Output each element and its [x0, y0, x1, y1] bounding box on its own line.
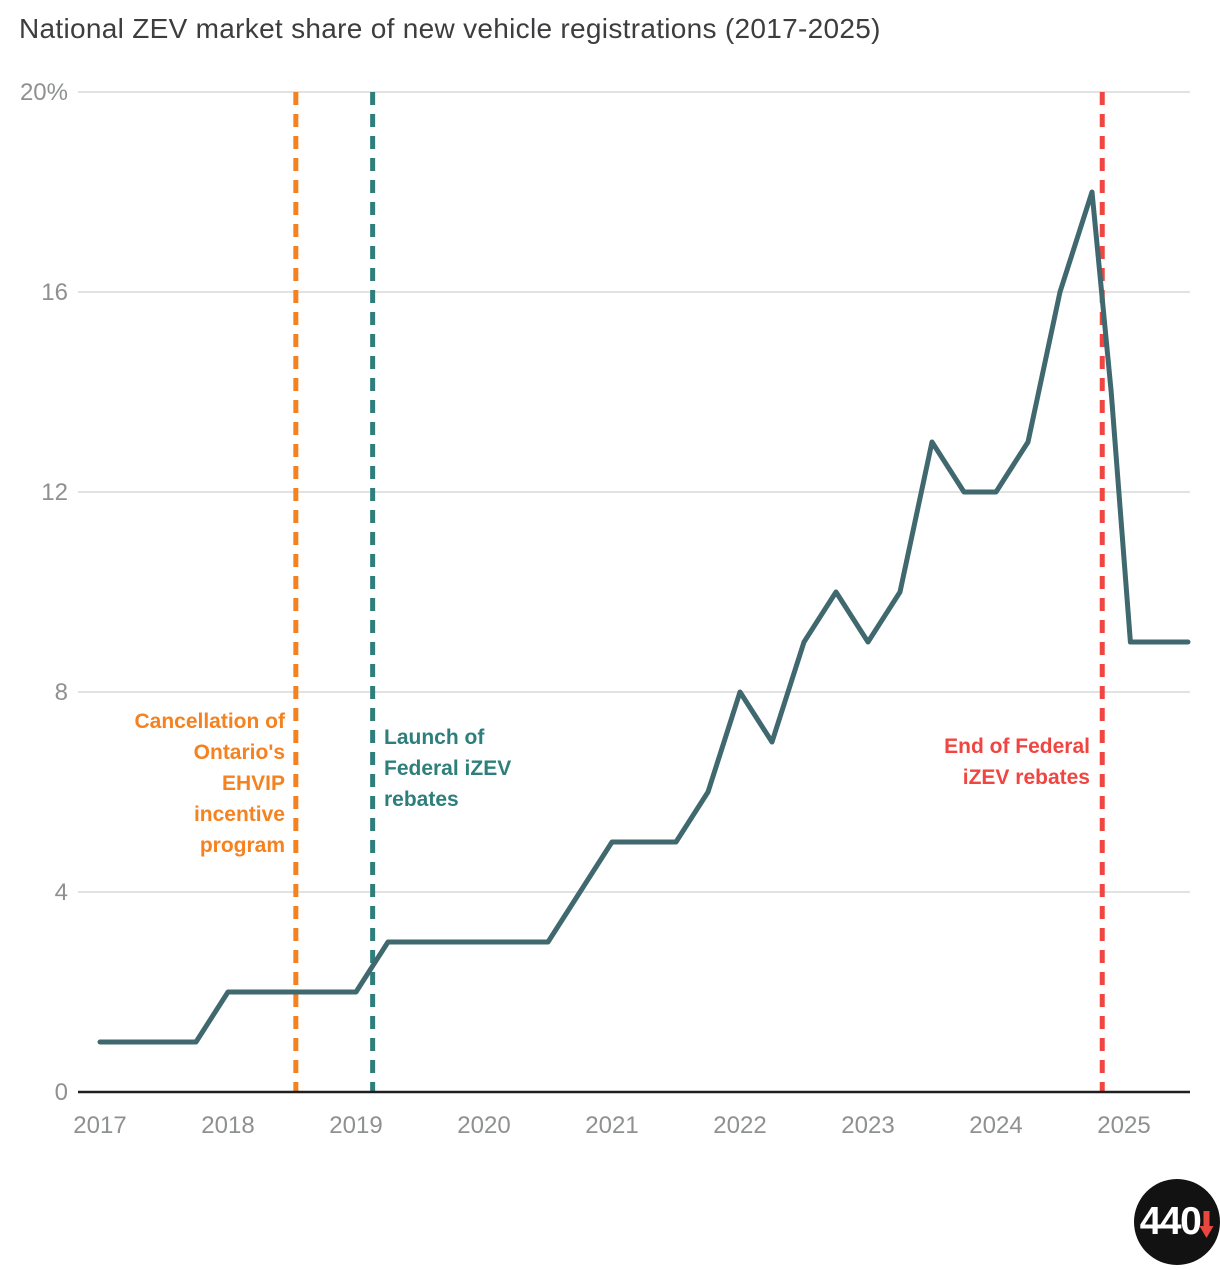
logo-440-megatonnes: 440	[1134, 1179, 1220, 1265]
svg-text:2024: 2024	[969, 1112, 1022, 1139]
line-chart-svg: 0 4 8 12 16 20% 2017 2018 2019 2020 2021 2022 2023 20…	[20, 79, 1191, 1139]
svg-text:0: 0	[55, 1079, 68, 1106]
svg-text:16: 16	[41, 279, 68, 306]
annotation-izev-launch: Launch of Federal iZEV rebates	[384, 726, 512, 812]
logo-text: 440	[1139, 1200, 1202, 1243]
svg-text:2019: 2019	[329, 1112, 382, 1139]
svg-text:20%: 20%	[20, 79, 68, 106]
down-arrow-icon	[1199, 1210, 1214, 1238]
svg-text:12: 12	[41, 479, 68, 506]
svg-text:8: 8	[55, 679, 68, 706]
svg-text:2020: 2020	[457, 1112, 510, 1139]
svg-text:2021: 2021	[585, 1112, 638, 1139]
svg-text:2025: 2025	[1097, 1112, 1150, 1139]
svg-text:2023: 2023	[841, 1112, 894, 1139]
annotation-ehvip-cancellation: Cancellation of Ontario's EHVIP incentiv…	[134, 710, 285, 858]
chart-title: National ZEV market share of new vehicle…	[19, 13, 881, 44]
annotation-izev-end: End of Federal iZEV rebates	[944, 735, 1090, 790]
svg-text:4: 4	[55, 879, 68, 906]
svg-text:2022: 2022	[713, 1112, 766, 1139]
svg-text:2017: 2017	[73, 1112, 126, 1139]
svg-text:2018: 2018	[201, 1112, 254, 1139]
